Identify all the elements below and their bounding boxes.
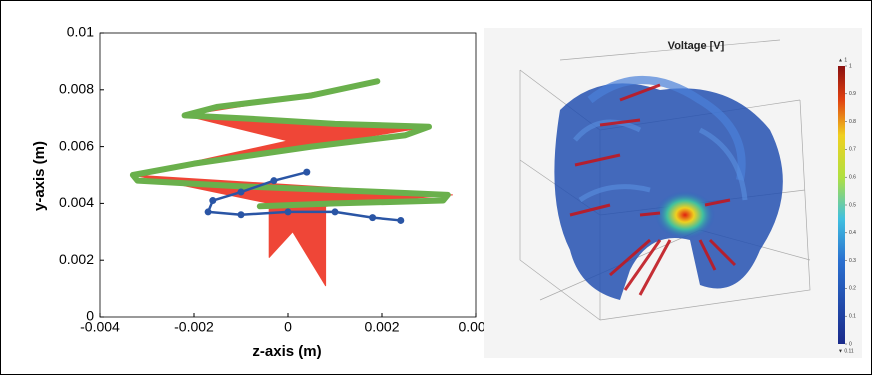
colorbar-label: 0.7	[849, 147, 856, 153]
y-tick-label: 0.01	[67, 24, 94, 40]
marker	[237, 211, 245, 219]
colorbar	[838, 66, 845, 344]
colorbar-label: 0.3	[849, 258, 856, 264]
plot-frame	[99, 32, 477, 318]
marker	[397, 216, 405, 224]
colorbar-label: 0.4	[849, 230, 856, 236]
y-tick-label: 0.006	[59, 137, 94, 153]
x-tick-label: 0	[284, 319, 292, 335]
y-tick-label: 0	[86, 308, 94, 324]
line	[206, 170, 403, 222]
colorbar-label: 0.1	[849, 314, 856, 320]
colorbar-label: 0.9	[849, 91, 856, 97]
marker	[237, 188, 245, 196]
marker	[284, 208, 292, 216]
plot: z-axis (m) y-axis (m) -0.004 -0.002 0 0.002…	[31, 24, 494, 360]
y-tick-label: 0.002	[59, 251, 94, 267]
colorbar-min: ▼ 0.11	[838, 348, 854, 354]
x-axis-label: z-axis (m)	[252, 343, 321, 360]
image-title: Voltage [V]	[668, 40, 725, 52]
marker	[209, 197, 217, 205]
y-tick-label: 0.008	[59, 81, 94, 97]
colorbar-max: ▲ 1	[838, 57, 847, 63]
y-tick-label: 0.004	[59, 194, 94, 210]
3d-shape	[554, 76, 783, 300]
colorbar-label: 0	[849, 341, 852, 347]
y-axis-label: y-axis (m)	[31, 141, 48, 211]
colorbar-label: 1	[849, 63, 852, 69]
colorbar-label: 0.8	[849, 119, 856, 125]
marker	[270, 177, 278, 185]
x-tick-label: -0.002	[174, 319, 214, 335]
marker	[303, 168, 311, 176]
line	[129, 78, 451, 210]
colorbar-label: 0.2	[849, 286, 856, 292]
x-tick-label: -0.004	[80, 319, 120, 335]
render-image: Voltage [V] 1 0.9 0.8 0.7 0.6 0.5 0.4 0.3 0.2 0.1…	[484, 28, 862, 358]
x-tick-label: 0.002	[364, 319, 399, 335]
marker	[369, 214, 377, 222]
colorbar-label: 0.6	[849, 175, 856, 181]
marker	[204, 208, 212, 216]
colorbar-label: 0.5	[849, 202, 856, 208]
marker	[331, 208, 339, 216]
